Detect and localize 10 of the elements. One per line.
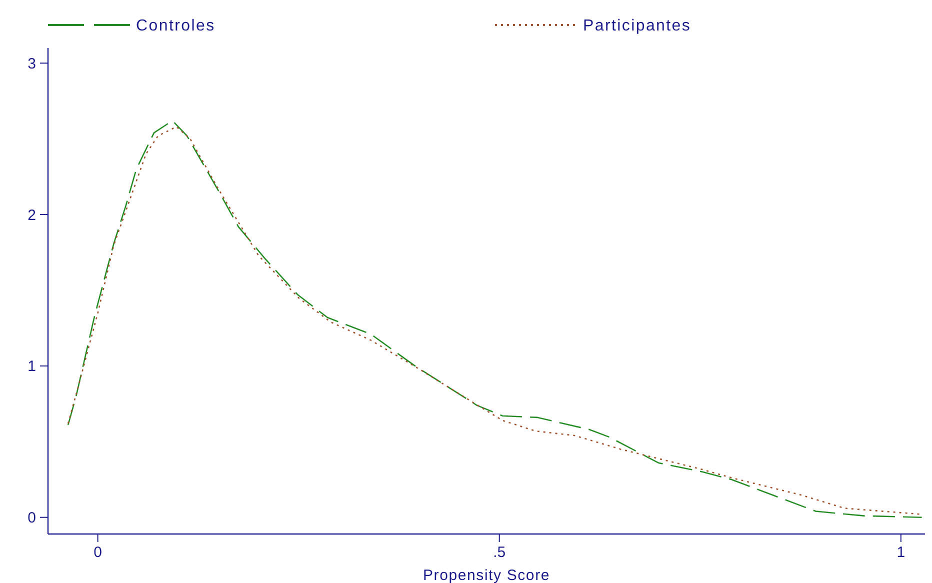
y-tick-label: 3: [28, 55, 36, 72]
legend-label: Controles: [136, 18, 216, 35]
legend-label: Participantes: [583, 18, 692, 35]
y-tick-label: 1: [28, 358, 36, 376]
x-tick-label: .5: [493, 544, 506, 561]
x-tick-label: 0: [94, 544, 102, 561]
y-tick-label: 2: [28, 206, 36, 224]
x-axis-title: Propensity Score: [422, 567, 550, 583]
y-tick-label: 0: [28, 510, 36, 527]
x-tick-label: 1: [896, 544, 906, 561]
